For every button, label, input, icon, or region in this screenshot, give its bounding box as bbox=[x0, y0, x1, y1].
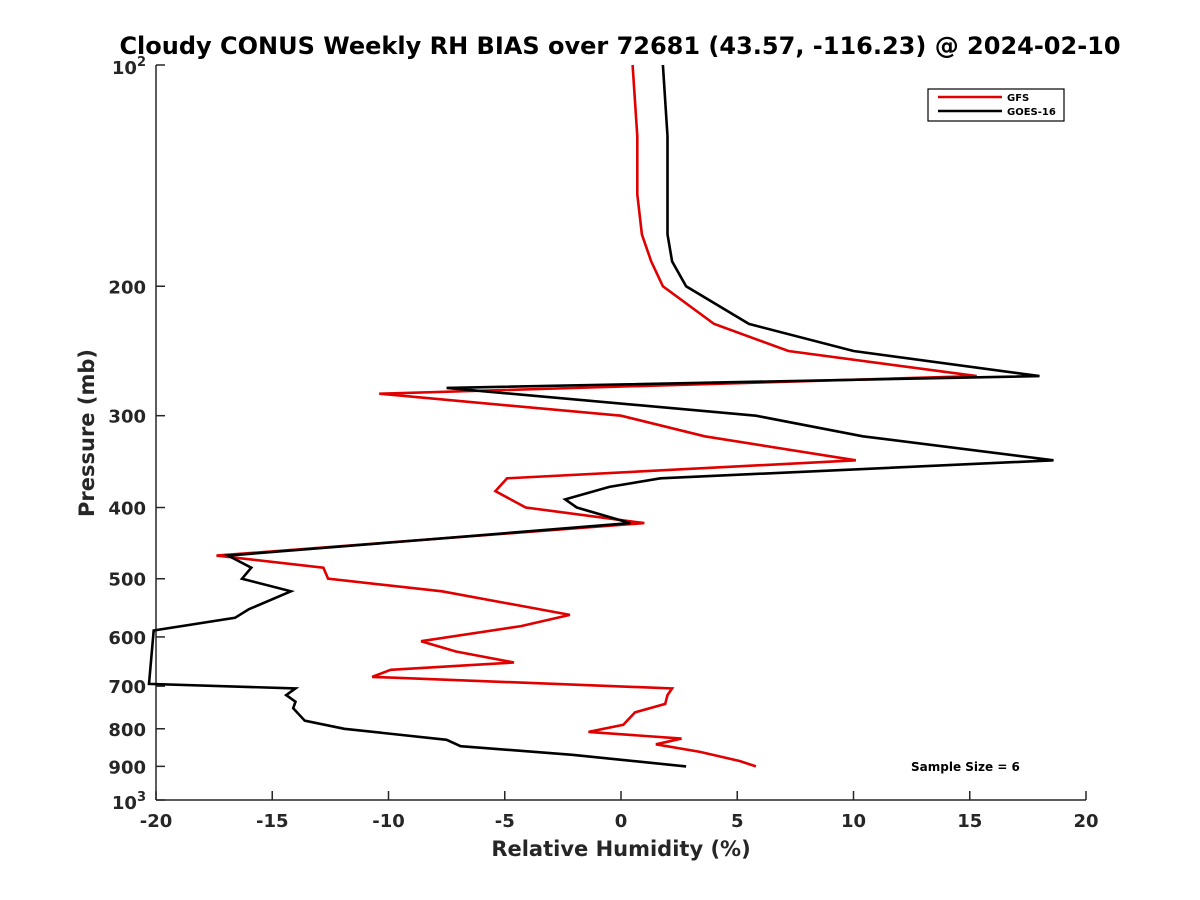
y-tick-label: 800 bbox=[108, 720, 146, 741]
series-line-goes16 bbox=[147, 64, 1054, 768]
y-tick-label: 300 bbox=[108, 407, 146, 428]
y-ticks: 200 300 400 500 600 700 800 900 102 103 bbox=[108, 55, 165, 814]
y-tick-label: 500 bbox=[108, 570, 146, 591]
y-tick-label: 700 bbox=[108, 677, 146, 698]
x-tick-label: 0 bbox=[615, 811, 628, 832]
y-tick-label: 600 bbox=[108, 628, 146, 649]
legend: GFS GOES-16 bbox=[927, 88, 1065, 122]
x-axis-label: Relative Humidity (%) bbox=[491, 837, 750, 861]
chart-title: Cloudy CONUS Weekly RH BIAS over 72681 (… bbox=[119, 32, 1120, 60]
legend-box bbox=[927, 88, 1065, 122]
sample-size-annotation: Sample Size = 6 bbox=[911, 760, 1020, 774]
legend-label-goes16: GOES-16 bbox=[1007, 107, 1056, 118]
series-line-gfs bbox=[216, 64, 977, 768]
y-tick-label: 200 bbox=[108, 277, 146, 298]
series-layer bbox=[147, 64, 1054, 768]
x-tick-label: -15 bbox=[256, 811, 289, 832]
legend-label-gfs: GFS bbox=[1007, 93, 1029, 104]
y-tick-label-bottom: 103 bbox=[112, 790, 146, 814]
x-tick-label: -10 bbox=[372, 811, 405, 832]
y-tick-label: 400 bbox=[108, 499, 146, 520]
x-tick-label: 5 bbox=[731, 811, 744, 832]
y-axis-label: Pressure (mb) bbox=[75, 349, 99, 517]
x-ticks: -20 -15 -10 -5 0 5 10 15 20 bbox=[140, 791, 1099, 832]
plot-area: -20 -15 -10 -5 0 5 10 15 20 200 300 400 500 600 700 80… bbox=[108, 55, 1098, 832]
x-tick-label: 20 bbox=[1073, 811, 1098, 832]
y-tick-label-top: 102 bbox=[112, 55, 146, 79]
x-tick-label: -5 bbox=[495, 811, 515, 832]
x-tick-label: 10 bbox=[841, 811, 866, 832]
x-tick-label: 15 bbox=[957, 811, 982, 832]
x-tick-label: -20 bbox=[140, 811, 173, 832]
y-tick-label: 900 bbox=[108, 757, 146, 778]
